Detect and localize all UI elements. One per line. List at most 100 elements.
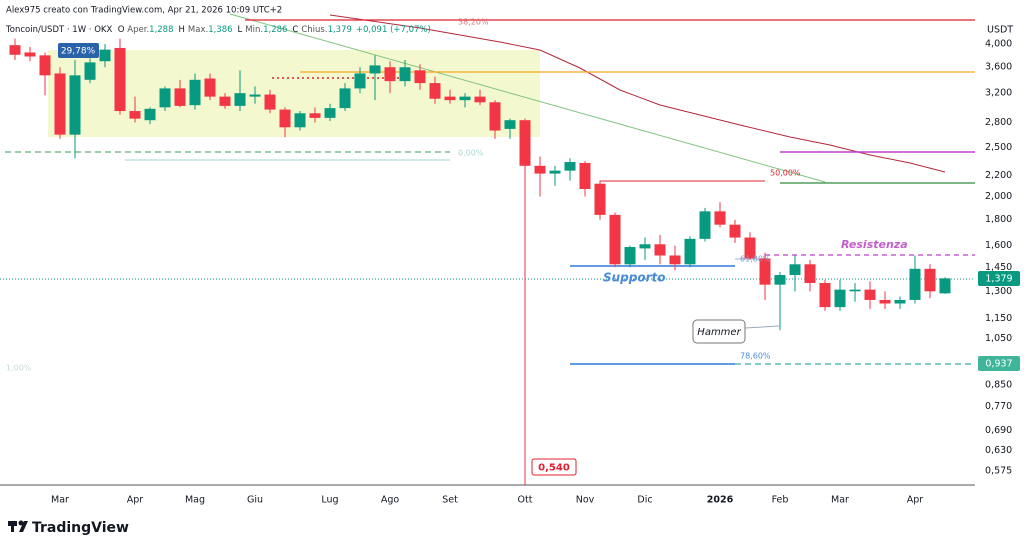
fib-label: 38,20% [458,18,489,27]
y-tick-label: 3,600 [985,62,1012,73]
candle-body [429,83,441,99]
y-tick-label: 2,500 [985,142,1012,153]
candle-body [819,283,831,308]
moving-average [329,14,946,173]
candle-body [684,238,696,265]
candle-body [834,289,846,308]
y-tick-label: 0,630 [985,445,1012,456]
candle-body [609,214,621,265]
candle-body [639,244,651,249]
candle-body [24,52,36,57]
x-tick-label: Ago [381,495,400,506]
legend-label: Chius. [301,25,327,35]
candle-body [144,108,156,121]
x-tick-label: Apr [127,495,144,506]
candle-body [369,65,381,74]
x-tick-label: Apr [907,495,924,506]
legend-key: O [118,25,125,35]
y-tick-label: 0,575 [985,465,1012,476]
candle-body [924,268,936,292]
candle-body [414,70,426,84]
candle-body [399,67,411,82]
candle-body [264,94,276,110]
y-tick-label: 3,200 [985,88,1012,99]
candle-body [174,88,186,106]
x-tick-label: Dic [637,495,652,506]
legend-label: Aper. [127,25,149,35]
percent-badge: 29,78% [61,47,96,57]
x-tick-label: Lug [321,495,338,506]
candle-body [939,278,951,294]
y-tick-label: 2,200 [985,170,1012,181]
candle-body [219,96,231,106]
hammer-label: Hammer [697,327,741,338]
candle-body [654,244,666,256]
low-badge: 0,540 [538,463,570,474]
candle-body [774,275,786,285]
candle-body [594,183,606,215]
x-tick-label: Ott [518,495,533,506]
candle-body [354,73,366,89]
candle-body [384,67,396,82]
candle-body [744,237,756,259]
price-tag [978,356,1020,371]
attribution: Alex975 creato con TradingView.com, Apr … [6,6,282,16]
candle-body [579,162,591,189]
fib-label: 1,00% [6,364,32,373]
candle-body [714,211,726,225]
y-tick-label: 1,300 [985,286,1012,297]
candle-body [9,45,21,55]
logo [8,520,28,532]
range-box [48,50,540,137]
candle-body [84,62,96,80]
resistance-label: Resistenza [841,238,908,251]
brand: TradingView [32,520,129,536]
legend-key: L [238,25,243,35]
symbol: Toncoin/USDT · 1W · OKX [5,25,112,35]
candle-body [489,102,501,131]
legend-value: 1,379 [328,25,352,35]
legend-value: 1,288 [149,25,173,35]
candle-body [564,162,576,171]
x-tick-label: Mar [831,495,849,506]
y-tick-label: 2,000 [985,191,1012,202]
candle-body [759,258,771,285]
legend-change: +0,091 (+7,07%) [356,25,431,35]
x-tick-label: Mar [51,495,69,506]
candle-body [519,120,531,166]
candle-body [234,93,246,106]
legend-label: Min. [245,25,263,35]
candle-body [324,108,336,118]
legend-value: 1,386 [208,25,232,35]
candle-body [204,78,216,97]
y-tick-label: 2,800 [985,117,1012,128]
fib-label: 61,80% [740,255,771,264]
candle-body [39,55,51,76]
fib-label: 50,00% [770,169,801,178]
y-tick-label: 1,450 [985,262,1012,273]
price-tag [978,271,1020,286]
level-price-label: 0,937 [985,359,1012,370]
candle-body [894,299,906,304]
legend-value: 1,286 [263,25,287,35]
callout-pointer [744,325,780,329]
support-label: Supporto [603,271,666,285]
candle-body [729,224,741,238]
candle-body [549,170,561,174]
y-tick-label: 4,000 [985,39,1012,50]
candle-body [849,289,861,292]
legend-key: C [292,25,298,35]
ohlc-legend: Toncoin/USDT · 1W · OKX O Aper.1,288 H Max.1… [5,25,431,35]
callout-box [692,319,746,344]
currency-label: USDT [987,25,1013,36]
y-tick-label: 0,850 [985,379,1012,390]
candle-body [99,49,111,62]
candle-body [129,111,141,119]
fib-label: 78,60% [740,352,771,361]
x-tick-label: Giu [247,495,263,506]
candle-body [189,79,201,106]
candle-body [534,165,546,174]
candle-body [279,109,291,128]
candle-body [669,255,681,265]
